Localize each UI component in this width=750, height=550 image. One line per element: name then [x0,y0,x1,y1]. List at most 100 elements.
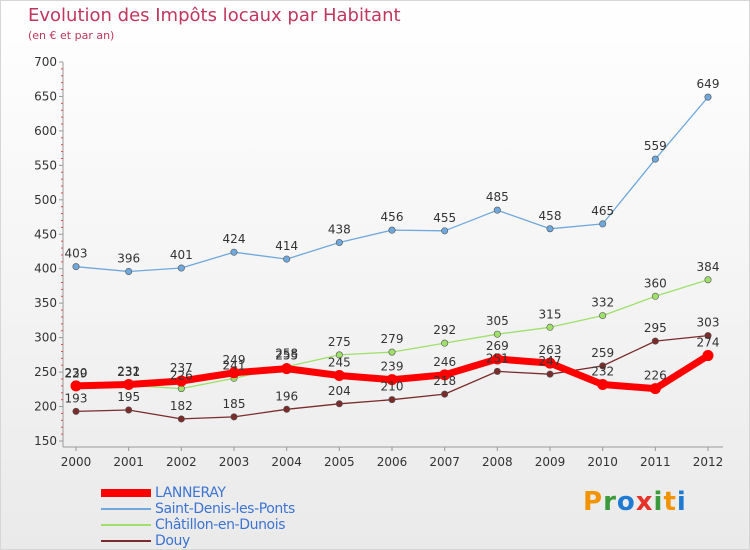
y-tick-label: 300 [34,331,57,345]
logo-letter: P [583,487,604,517]
legend-item-saint-denis-les-ponts: Saint-Denis-les-Ponts [101,501,421,517]
data-point-lanneray [439,369,451,381]
data-point-saint-denis-les-ponts [230,248,238,256]
data-label-douy: 251 [486,351,509,365]
logo-letter: i [653,487,664,517]
data-label-chatillon-en-dunois: 258 [275,347,298,361]
data-point-chatillon-en-dunois [599,312,607,320]
data-label-douy: 196 [275,389,298,403]
data-label-saint-denis-les-ponts: 559 [644,139,667,153]
legend-item-douy: Douy [101,533,421,549]
data-label-saint-denis-les-ponts: 465 [591,204,614,218]
y-tick-label: 200 [34,400,57,414]
data-point-lanneray [597,378,609,390]
data-label-lanneray: 232 [117,364,140,378]
y-tick-label: 250 [34,365,57,379]
series-line-saint-denis-les-ponts [75,96,709,273]
data-label-lanneray: 263 [539,343,562,357]
data-label-saint-denis-les-ponts: 401 [170,248,193,262]
data-point-chatillon-en-dunois [546,323,554,331]
data-label-douy: 185 [223,397,246,411]
legend-swatch-chatillon-en-dunois [101,524,151,526]
data-point-douy [125,406,133,414]
data-point-lanneray [281,363,293,375]
y-tick-label: 700 [34,55,57,69]
data-point-douy [230,413,238,421]
data-point-lanneray [175,375,187,387]
data-point-douy [283,405,291,413]
data-label-douy: 210 [381,380,404,394]
data-point-douy [388,396,396,404]
data-point-douy [599,362,607,370]
data-point-saint-denis-les-ponts [546,225,554,233]
logo-letter: x [635,487,654,517]
data-label-douy: 247 [539,354,562,368]
x-tick-label: 2000 [61,455,92,469]
data-label-saint-denis-les-ponts: 649 [697,77,720,91]
y-tick-label: 400 [34,262,57,276]
data-label-saint-denis-les-ponts: 456 [381,210,404,224]
data-label-saint-denis-les-ponts: 396 [117,251,140,265]
y-tick-label: 150 [34,434,57,448]
data-point-saint-denis-les-ponts [493,206,501,214]
data-label-chatillon-en-dunois: 332 [591,296,614,310]
x-tick-label: 2011 [640,455,671,469]
legend-swatch-douy [101,540,151,542]
legend-item-lanneray: LANNERAY [101,485,421,501]
data-label-chatillon-en-dunois: 292 [433,323,456,337]
data-point-saint-denis-les-ponts [441,227,449,235]
data-label-chatillon-en-dunois: 275 [328,335,351,349]
x-tick-label: 2009 [535,455,566,469]
data-point-chatillon-en-dunois [651,292,659,300]
data-point-douy [493,367,501,375]
x-tick-label: 2002 [166,455,197,469]
data-label-douy: 218 [433,374,456,388]
data-point-lanneray [544,357,556,369]
data-label-douy: 182 [170,399,193,413]
data-label-saint-denis-les-ponts: 458 [539,209,562,223]
data-point-saint-denis-les-ponts [283,255,291,263]
logo-letter: t [663,487,677,517]
data-label-chatillon-en-dunois: 241 [223,358,246,372]
data-point-douy [335,400,343,408]
data-label-lanneray: 255 [275,349,298,363]
data-label-chatillon-en-dunois: 315 [539,307,562,321]
data-point-lanneray [333,370,345,382]
legend-label-lanneray: LANNERAY [155,485,226,501]
data-label-lanneray: 246 [433,355,456,369]
data-label-douy: 195 [117,390,140,404]
legend-swatch-lanneray [101,489,151,497]
data-label-lanneray: 245 [328,356,351,370]
chart-title: Evolution des Impôts locaux par Habitant [28,5,401,26]
data-point-chatillon-en-dunois [441,339,449,347]
data-point-saint-denis-les-ponts [388,226,396,234]
data-point-lanneray [123,378,135,390]
data-label-saint-denis-les-ponts: 485 [486,190,509,204]
x-tick-label: 2005 [324,455,355,469]
data-point-douy [546,370,554,378]
data-label-lanneray: 230 [65,366,88,380]
x-tick-label: 2012 [693,455,724,469]
data-label-saint-denis-les-ponts: 438 [328,223,351,237]
data-label-lanneray: 232 [591,364,614,378]
y-tick-label: 550 [34,158,57,172]
y-tick-label: 650 [34,89,57,103]
data-label-chatillon-en-dunois: 384 [697,260,720,274]
data-label-lanneray: 237 [170,361,193,375]
data-point-lanneray [491,353,503,365]
data-label-chatillon-en-dunois: 229 [65,367,88,381]
legend-swatch-saint-denis-les-ponts [101,508,151,510]
data-label-douy: 295 [644,321,667,335]
data-point-lanneray [228,367,240,379]
x-tick-label: 2006 [377,455,408,469]
logo-letter: r [603,487,617,517]
data-label-chatillon-en-dunois: 279 [381,332,404,346]
legend-label-douy: Douy [155,533,190,549]
data-point-douy [72,407,80,415]
data-label-chatillon-en-dunois: 360 [644,276,667,290]
data-point-saint-denis-les-ponts [704,93,712,101]
data-point-lanneray [649,383,661,395]
chart-subtitle: (en € et par an) [28,29,115,42]
